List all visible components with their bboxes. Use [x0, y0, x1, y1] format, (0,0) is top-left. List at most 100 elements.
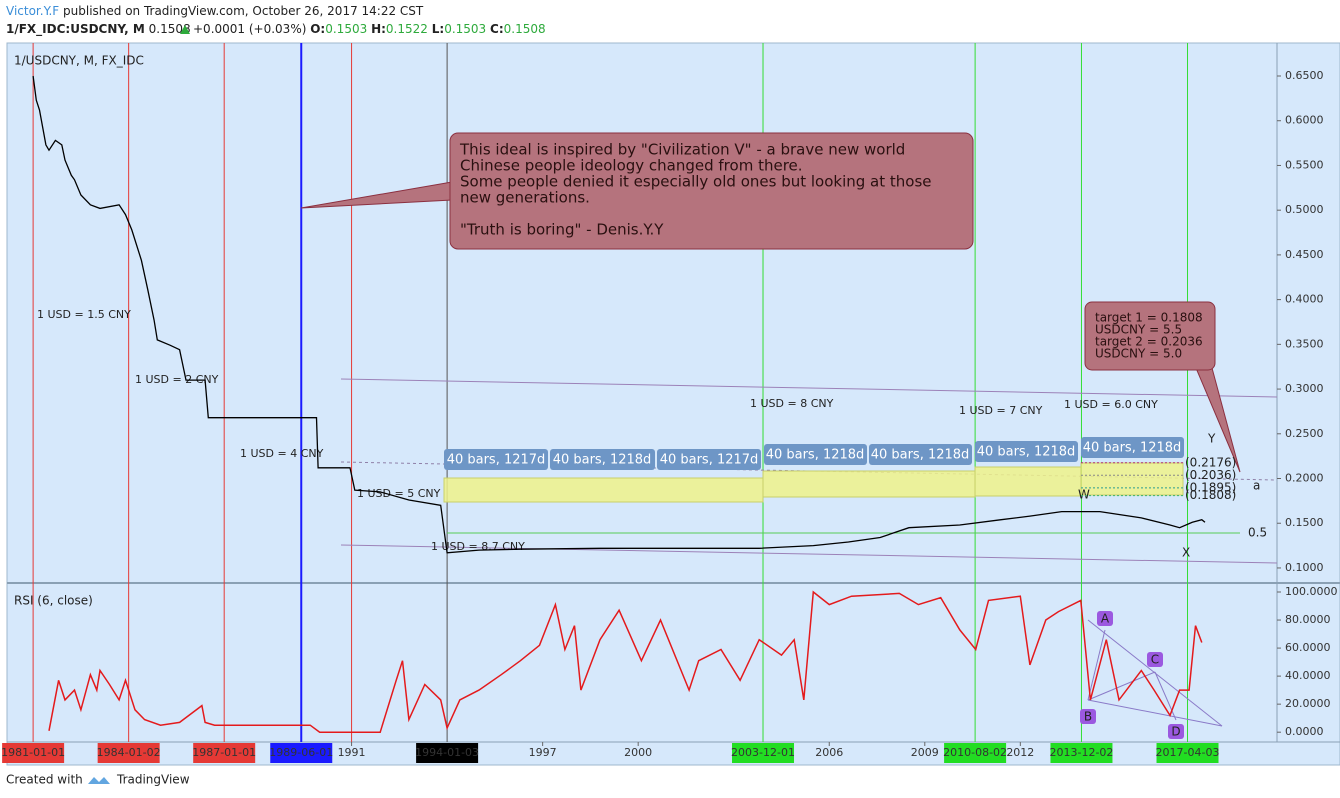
- callout-box: [449, 132, 974, 250]
- date-label-box: [2, 743, 65, 763]
- range-box: [762, 470, 976, 498]
- level-label: (0.2176): [1185, 455, 1236, 469]
- date-label: 1987-01-01: [192, 746, 256, 759]
- callout-text: USDCNY = 5.5: [1095, 323, 1182, 337]
- close-label: C:: [490, 22, 504, 36]
- trend-line: [340, 378, 1278, 398]
- callout-text: new generations.: [460, 189, 590, 207]
- callout-text: target 2 = 0.2036: [1095, 335, 1203, 349]
- fib-label: 0.5: [1248, 526, 1267, 540]
- date-label-box: [1050, 743, 1113, 763]
- y-tick-label: 0.1500: [1285, 516, 1324, 529]
- footer-brand[interactable]: TradingView: [116, 773, 190, 787]
- label-box: [975, 441, 1078, 462]
- date-label-box: [1156, 743, 1219, 763]
- callout-text: "Truth is boring" - Denis.Y.Y: [460, 221, 664, 239]
- rsi-line: [48, 590, 1203, 733]
- y-tick-label: 0.3500: [1285, 337, 1324, 350]
- label-box: [869, 444, 972, 465]
- y-tick-label: 0.4500: [1285, 248, 1324, 261]
- date-label-box: [732, 743, 795, 763]
- point-label: A: [1101, 612, 1110, 626]
- y-tick-label: 0.6000: [1285, 114, 1324, 127]
- low-label: L:: [432, 22, 444, 36]
- point-box: [1080, 709, 1096, 724]
- wave-label: Y: [1207, 432, 1216, 446]
- x-tick-label: 2006: [815, 746, 843, 759]
- wave-label: W: [1078, 488, 1090, 502]
- open-label: O:: [310, 22, 325, 36]
- date-label: 1989-06-01: [269, 746, 333, 759]
- date-label: 2013-12-02: [1049, 746, 1113, 759]
- y-tick-label: 20.0000: [1285, 697, 1331, 710]
- low: 0.1503: [444, 22, 486, 36]
- symbol: 1/FX_IDC:USDCNY, M: [6, 22, 145, 37]
- date-label-box: [97, 743, 160, 763]
- quote-line: +0.0001 (+0.03%) O:0.1503 H:0.1522 L:0.1…: [193, 22, 546, 36]
- bar-count: 40 bars, 1218d: [871, 448, 970, 463]
- x-tick-label: 2012: [1006, 746, 1034, 759]
- point-label: B: [1084, 710, 1092, 724]
- point-box: [1168, 724, 1184, 739]
- symbol-line: 1/FX_IDC:USDCNY, M 0.1508: [6, 22, 191, 37]
- callout-box: [1084, 301, 1216, 371]
- trend-line: [1087, 699, 1223, 727]
- y-tick-label: 80.0000: [1285, 613, 1331, 626]
- level-label: (0.1895): [1185, 480, 1236, 494]
- range-box: [974, 466, 1082, 497]
- bar-count: 40 bars, 1217d: [447, 453, 546, 468]
- range-box: [1080, 462, 1184, 496]
- price-line: [32, 75, 1206, 554]
- pane-title: 1/USDCNY, M, FX_IDC: [14, 54, 144, 68]
- rate-note: 1 USD = 5 CNY: [357, 487, 441, 500]
- date-label-box: [416, 743, 479, 763]
- x-tick-label: 1997: [529, 746, 557, 759]
- point-box: [1147, 652, 1163, 667]
- date-label: 2010-08-02: [943, 746, 1007, 759]
- trend-line: [1087, 671, 1156, 701]
- level-label: (0.2036): [1185, 468, 1236, 482]
- rate-note: 1 USD = 7 CNY: [959, 404, 1043, 417]
- high-label: H:: [371, 22, 386, 36]
- label-box: [444, 449, 548, 470]
- callout: This ideal is inspired by "Civilization …: [300, 132, 974, 250]
- change: +0.0001 (+0.03%): [193, 22, 306, 36]
- date-label-box: [944, 743, 1007, 763]
- wave-label: X: [1182, 546, 1190, 560]
- bar-count: 40 bars, 1218d: [1083, 441, 1182, 456]
- bar-count: 40 bars, 1218d: [977, 445, 1076, 460]
- date-label: 1994-01-03: [415, 746, 479, 759]
- callout-text: Chinese people ideology changed from the…: [460, 157, 803, 175]
- bar-count: 40 bars, 1218d: [553, 453, 652, 468]
- wave-label: a: [1253, 479, 1260, 493]
- underlay: [32, 43, 1189, 742]
- label-box: [657, 449, 761, 470]
- label-box: [1081, 437, 1184, 458]
- y-tick-label: 40.0000: [1285, 669, 1331, 682]
- date-label: 2017-04-03: [1156, 746, 1220, 759]
- author: Victor.Y.F: [6, 4, 59, 18]
- trend-line: [1087, 629, 1106, 701]
- callout-text: This ideal is inspired by "Civilization …: [459, 141, 905, 159]
- logo: [88, 777, 110, 784]
- y-tick-label: 0.5000: [1285, 203, 1324, 216]
- x-tick-label: 1991: [338, 746, 366, 759]
- callout-text: USDCNY = 5.0: [1095, 347, 1182, 361]
- callout-join: [451, 183, 454, 199]
- rate-note: 1 USD = 4 CNY: [240, 447, 324, 460]
- label-box: [550, 449, 655, 470]
- y-tick-label: 0.3000: [1285, 382, 1324, 395]
- footer-text: Created with: [6, 773, 83, 787]
- date-label: 1984-01-02: [97, 746, 161, 759]
- bar-count: 40 bars, 1217d: [660, 453, 759, 468]
- last: 0.1508: [149, 22, 191, 36]
- target-callout: target 1 = 0.1808 USDCNY = 5.5 target 2 …: [1084, 301, 1241, 473]
- point-label: C: [1151, 653, 1159, 667]
- rate-note: 1 USD = 8 CNY: [750, 397, 834, 410]
- y-tick-label: 0.5500: [1285, 158, 1324, 171]
- point-label: D: [1171, 725, 1180, 739]
- y-tick-label: 60.0000: [1285, 641, 1331, 654]
- date-label: 2003-12-01: [731, 746, 795, 759]
- callout-text: Some people denied it especially old one…: [460, 173, 932, 191]
- bar-count-labels: 40 bars, 1217d 40 bars, 1218d 40 bars, 1…: [444, 437, 1184, 470]
